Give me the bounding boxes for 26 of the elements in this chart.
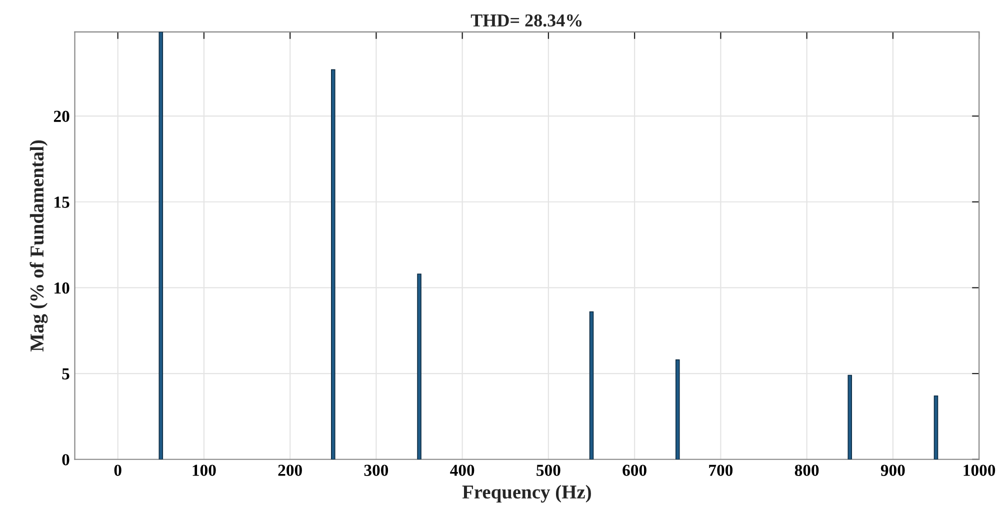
y-tick-label: 0 — [62, 454, 70, 466]
x-tick-label: 400 — [450, 464, 474, 476]
bar — [589, 311, 594, 460]
x-tick-label: 200 — [278, 464, 302, 476]
x-tick-label: 300 — [364, 464, 388, 476]
y-tick-label: 15 — [54, 196, 70, 208]
bar — [848, 374, 852, 460]
y-axis-title: Mag (% of Fundamental) — [30, 140, 48, 352]
bar — [158, 32, 164, 460]
x-tick-label: 1000 — [964, 464, 996, 476]
x-tick-label: 600 — [622, 464, 646, 476]
x-tick-label: 100 — [192, 464, 216, 476]
x-tick-label: 800 — [794, 464, 819, 476]
bar — [934, 395, 938, 460]
bar — [331, 69, 336, 460]
x-axis-title: Frequency (Hz) — [462, 484, 591, 503]
y-tick-label: 20 — [54, 110, 70, 122]
chart-title: THD= 28.34% — [470, 14, 582, 27]
y-tick-label: 10 — [54, 282, 70, 294]
x-tick-label: 700 — [709, 464, 733, 476]
bar — [675, 359, 680, 460]
x-tick-label: 500 — [536, 464, 560, 476]
x-tick-label: 0 — [114, 464, 122, 476]
y-tick-label: 5 — [62, 368, 70, 380]
x-tick-label: 900 — [880, 464, 905, 476]
bar — [417, 274, 422, 460]
